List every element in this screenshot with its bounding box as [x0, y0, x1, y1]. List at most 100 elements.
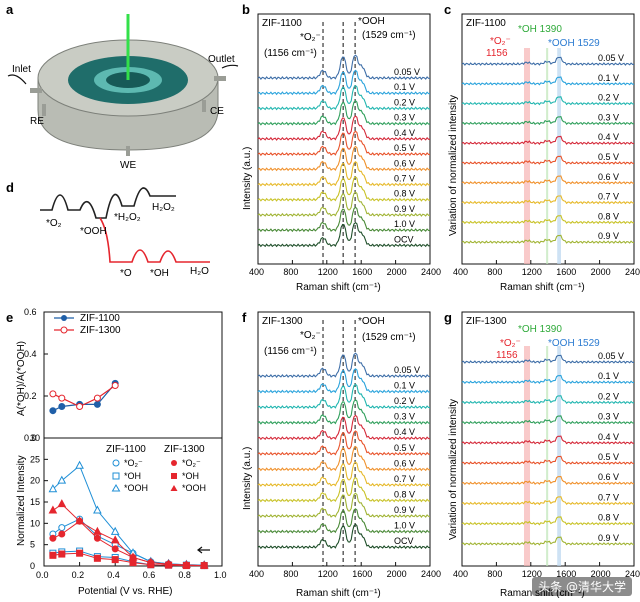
raman-trace [461, 175, 635, 185]
xtick-label: 1600 [352, 569, 372, 579]
inlet-port [30, 88, 42, 93]
raman-trace [257, 191, 431, 217]
xtick-label: 1200 [318, 569, 338, 579]
legend-e-bottom: ZIF-1100 ZIF-1300 *O₂⁻ *OH *OOH *O₂⁻ *OH… [106, 444, 206, 493]
xtick-label: 2000 [387, 267, 407, 277]
legend-oh-1300 [171, 473, 177, 479]
xtick-label: 400 [249, 267, 264, 277]
ann-oh-c: *OH 1390 [518, 24, 562, 35]
raman-trace [257, 206, 431, 233]
raman-trace [257, 492, 431, 518]
data-point [182, 560, 191, 569]
pathway-lower [99, 217, 210, 263]
data-point [111, 556, 119, 564]
inlet-label: Inlet [12, 64, 31, 75]
potential-label: 0.05 V [394, 365, 420, 375]
xtick-label: 0.2 [72, 570, 85, 580]
plot-frame-e-top [43, 311, 223, 439]
potential-label: 0.1 V [598, 371, 619, 381]
data-point [75, 516, 84, 525]
data-point [93, 554, 101, 562]
potential-label: 0.7 V [394, 474, 415, 484]
potential-label: 0.9 V [394, 505, 415, 515]
data-point [93, 526, 102, 535]
xtick-label: 0.8 [178, 570, 191, 580]
potential-label: 0.7 V [598, 492, 619, 502]
data-point [48, 505, 58, 514]
panel-g: g ZIF-1300 *OH 1390 *O₂⁻ 1156 *OOH 1529 … [444, 310, 640, 599]
data-point [93, 505, 102, 514]
ann-o2-f-wn: (1156 cm⁻¹) [264, 346, 317, 357]
panel-e: e A(*OH)/A(*OOH) Normalized Intensity Po… [6, 307, 227, 597]
ann-o2-g: *O₂⁻ [500, 338, 521, 349]
data-point [76, 403, 84, 410]
xtick-label: 2400 [421, 267, 441, 277]
ann-oh-g: *OH 1390 [518, 324, 562, 335]
potential-label: OCV [394, 536, 414, 546]
panel-letter-b: b [242, 2, 250, 17]
potential-label: OCV [394, 234, 414, 244]
raman-trace [461, 496, 635, 506]
raman-trace [257, 69, 431, 96]
panel-c: c ZIF-1100 *OH 1390 *O₂⁻ 1156 *OOH 1529 … [444, 2, 640, 293]
raman-trace [461, 214, 635, 225]
raman-trace [257, 352, 431, 378]
legend-label-zif1300: ZIF-1300 [80, 325, 121, 336]
potential-label: 0.3 V [394, 113, 415, 123]
xtick-label: 800 [283, 569, 298, 579]
raman-trace [257, 160, 431, 187]
xtick-label: 400 [453, 267, 468, 277]
raman-trace [461, 135, 635, 145]
potential-label: 1.0 V [394, 219, 415, 229]
panel-letter-a: a [6, 2, 14, 17]
raman-trace [461, 195, 635, 205]
raman-trace [257, 115, 430, 141]
xtick-label: 400 [453, 569, 468, 579]
raman-trace [257, 461, 431, 487]
label-h2o: H₂O [190, 266, 209, 277]
raman-trace [461, 435, 635, 445]
raman-trace [257, 176, 431, 202]
ylabel-e-top: A(*OH)/A(*OOH) [16, 341, 27, 416]
legend-label-oh-1100: *OH [124, 471, 141, 481]
raman-trace [461, 234, 635, 244]
peak-band [546, 48, 549, 264]
potential-label: 0.5 V [394, 143, 415, 153]
series-line [52, 520, 205, 567]
potential-label: 0.7 V [394, 173, 415, 183]
panel-letter-g: g [444, 310, 452, 325]
peak-band [524, 346, 531, 566]
xtick-label: 2000 [387, 569, 407, 579]
raman-trace [257, 383, 431, 410]
outlet-arrow [221, 64, 239, 69]
legend-ooh-1300 [170, 485, 178, 491]
data-point [164, 559, 173, 568]
traces-g [461, 354, 635, 546]
traces-b [257, 22, 431, 264]
raman-trace [461, 115, 635, 126]
data-point [58, 550, 66, 558]
legend-label-oh-1300: *OH [182, 471, 199, 481]
potential-label: 0.6 V [394, 158, 415, 168]
ytick-label: 30 [30, 433, 40, 443]
xlabel-g: Raman shift (cm⁻¹) [500, 588, 585, 599]
traces-f [257, 320, 431, 566]
panel-letter-e: e [6, 310, 13, 325]
data-point [128, 552, 138, 561]
ann-o2-b-wn: (1156 cm⁻¹) [264, 48, 317, 59]
title-f: ZIF-1300 [262, 316, 303, 327]
raman-trace [461, 155, 635, 165]
ytick-label: 0.4 [24, 349, 37, 359]
ann-o2-c: *O₂⁻ [490, 36, 511, 47]
data-point [58, 530, 66, 538]
potential-label: 0.3 V [598, 112, 619, 122]
panel-letter-c: c [444, 2, 451, 17]
peak-band [524, 48, 531, 264]
potential-label: 0.6 V [598, 172, 619, 182]
ann-o2-b: *O₂⁻ [300, 32, 321, 43]
potential-label: 0.1 V [394, 82, 415, 92]
raman-trace [461, 395, 634, 405]
xtick-label: 800 [487, 569, 502, 579]
ann-ooh-b: *OOH [358, 16, 385, 27]
potential-label: 0.1 V [598, 73, 619, 83]
